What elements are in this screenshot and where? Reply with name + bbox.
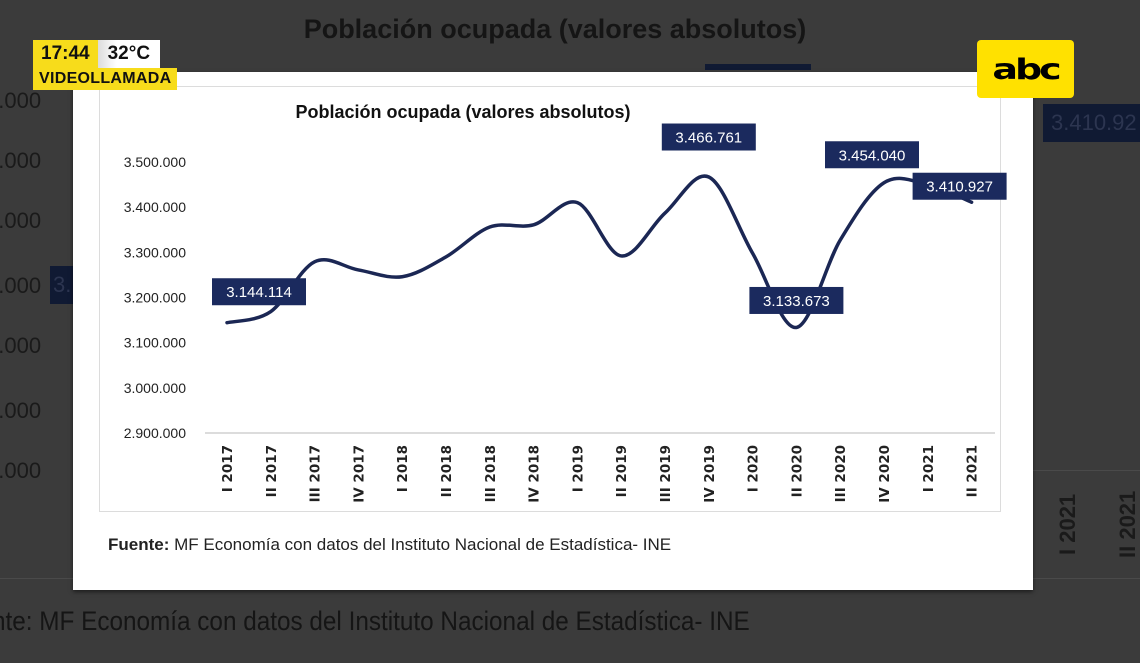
background-x-label: I 2021 (1055, 493, 1080, 555)
x-tick-label: IV 2020 (877, 445, 893, 503)
background-data-label: 3. (50, 266, 75, 304)
background-tick: 0.000 (0, 458, 42, 483)
background-source: nte: MF Economía con datos del Instituto… (0, 606, 750, 636)
data-label: 3.144.114 (226, 284, 292, 301)
chart-source: Fuente: MF Economía con datos del Instit… (108, 535, 671, 555)
y-tick-label: 3.400.000 (124, 199, 186, 215)
data-label-box (749, 286, 844, 314)
series-line (225, 174, 974, 330)
x-tick-label: I 2019 (570, 445, 586, 492)
background-tick: 0.000 (0, 88, 42, 113)
y-tick-label: 3.100.000 (124, 335, 186, 351)
data-label-box (825, 141, 919, 169)
data-label-box (661, 123, 756, 151)
background-axis-line (1033, 470, 1140, 471)
background-data-label-edge (705, 64, 811, 70)
x-tick-label: II 2018 (439, 445, 455, 497)
background-tick: 0.000 (0, 148, 42, 173)
data-label: 3.454.040 (839, 147, 906, 164)
x-tick-label: III 2017 (308, 445, 324, 502)
y-tick-label: 3.500.000 (124, 154, 186, 170)
x-tick-label: II 2020 (789, 445, 805, 497)
x-tick-label: III 2020 (833, 445, 849, 502)
x-tick-label: I 2017 (220, 445, 236, 492)
x-tick-label: IV 2019 (702, 445, 718, 503)
x-tick-label: II 2017 (264, 445, 280, 497)
y-tick-label: 2.900.000 (124, 425, 186, 441)
data-label: 3.466.761 (675, 130, 742, 147)
background-data-label: 3.410.92 (1043, 104, 1140, 142)
data-label: 3.410.927 (926, 179, 993, 196)
y-tick-label: 3.300.000 (124, 244, 186, 260)
x-tick-label: II 2019 (614, 445, 630, 497)
x-tick-label: I 2021 (921, 445, 937, 492)
chart-frame (99, 86, 1001, 512)
y-tick-label: 3.200.000 (124, 290, 186, 306)
abc-logo: abc (977, 40, 1074, 98)
data-label-box (912, 172, 1007, 200)
source-prefix: Fuente: (108, 535, 170, 554)
chart-title: Población ocupada (valores absolutos) (295, 102, 630, 122)
source-text: MF Economía con datos del Instituto Naci… (169, 535, 672, 554)
x-tick-label: III 2019 (658, 445, 674, 502)
x-tick-label: III 2018 (483, 445, 499, 502)
x-tick-label: I 2020 (746, 445, 762, 492)
background-tick: 0.000 (0, 273, 42, 298)
background-x-label: II 2021 (1115, 490, 1140, 558)
background-tick: 0.000 (0, 208, 42, 233)
clock: 17:44 (33, 40, 98, 68)
chart-panel: Población ocupada (valores absolutos) 2.… (73, 72, 1033, 590)
x-tick-label: II 2021 (965, 445, 981, 497)
x-tick-label: IV 2018 (527, 445, 543, 503)
background-tick: 0.000 (0, 333, 42, 358)
data-label: 3.133.673 (763, 293, 830, 310)
temperature: 32°C (97, 40, 161, 68)
x-tick-label: I 2018 (395, 445, 411, 492)
segment-label: VIDEOLLAMADA (33, 68, 178, 90)
x-tick-label: IV 2017 (351, 445, 367, 503)
background-tick: 0.000 (0, 398, 42, 423)
tv-info-badge: 17:44 32°C VIDEOLLAMADA (33, 40, 178, 90)
logo-text: abc (992, 52, 1061, 86)
data-label-box (212, 278, 306, 306)
background-title: Población ocupada (valores absolutos) (303, 14, 807, 44)
line-chart: Población ocupada (valores absolutos) 2.… (124, 102, 1007, 503)
y-tick-label: 3.000.000 (124, 380, 186, 396)
